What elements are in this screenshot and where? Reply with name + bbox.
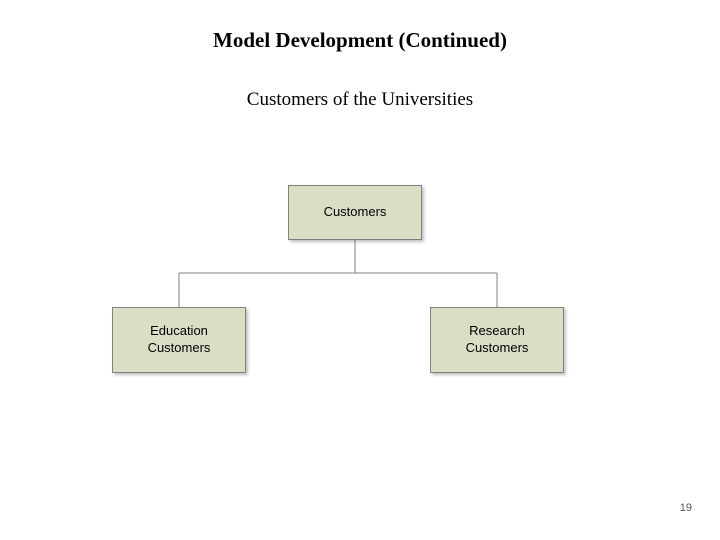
- node-label: ResearchCustomers: [466, 323, 529, 357]
- page-subtitle: Customers of the Universities: [0, 53, 720, 111]
- node-label: Customers: [324, 204, 387, 221]
- node-root: Customers: [288, 185, 422, 240]
- org-chart: Customers EducationCustomers ResearchCusto…: [0, 185, 720, 445]
- node-right: ResearchCustomers: [430, 307, 564, 373]
- node-label: EducationCustomers: [148, 323, 211, 357]
- page-title: Model Development (Continued): [0, 0, 720, 53]
- page-number: 19: [680, 502, 692, 514]
- node-left: EducationCustomers: [112, 307, 246, 373]
